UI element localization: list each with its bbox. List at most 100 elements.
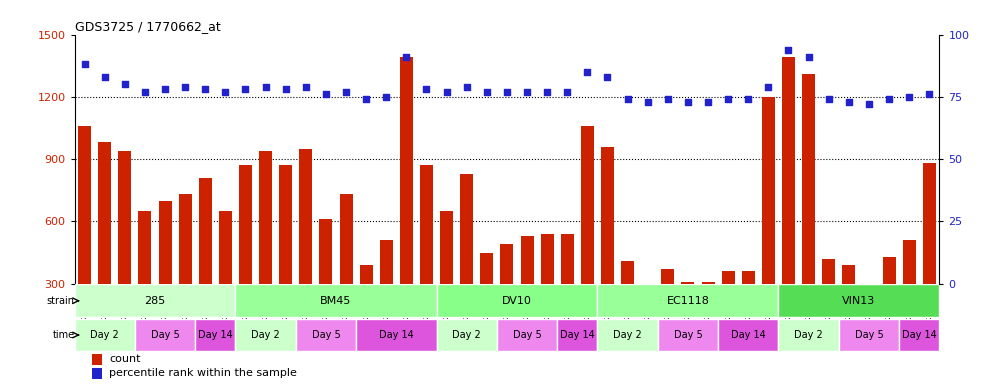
Bar [400,57,413,346]
Point [760,84,776,90]
Bar [440,211,453,346]
Point [479,89,495,95]
Bar [199,178,212,346]
Bar [118,151,131,346]
Bar [296,319,356,351]
Text: Day 14: Day 14 [379,330,414,340]
Point [539,89,555,95]
Bar [91,354,102,365]
Point [379,94,395,100]
Bar [460,174,473,346]
Bar [863,288,876,346]
Point [499,89,515,95]
Point [881,96,897,103]
Bar [903,240,915,346]
Point [177,84,193,90]
Bar [75,319,135,351]
Bar [138,211,151,346]
Text: Day 14: Day 14 [198,330,233,340]
Point [298,84,314,90]
Point [338,89,354,95]
Bar [239,166,252,346]
Bar [419,166,433,346]
Text: strain: strain [47,296,75,306]
Bar [900,319,939,351]
Bar [722,271,735,346]
Bar [79,126,91,346]
Point [96,74,112,80]
Bar [641,284,654,346]
Point [318,91,334,98]
Bar [842,265,856,346]
Bar [436,319,497,351]
Text: Day 14: Day 14 [731,330,765,340]
Text: Day 2: Day 2 [452,330,481,340]
Point [800,54,816,60]
Bar [839,319,900,351]
Bar [802,74,815,346]
Point [721,96,737,103]
Bar [135,319,195,351]
Point [117,81,133,88]
Point [198,86,214,93]
Point [640,99,656,105]
Text: Day 5: Day 5 [151,330,180,340]
Point [157,86,173,93]
Point [358,96,374,103]
Bar [561,234,574,346]
Bar [558,319,597,351]
Text: Day 2: Day 2 [251,330,280,340]
Bar [319,219,332,346]
Bar [822,259,835,346]
Bar [658,319,718,351]
Bar [597,284,778,317]
Point [921,91,937,98]
Text: Day 2: Day 2 [794,330,823,340]
Bar [702,281,715,346]
Bar [279,166,292,346]
Point [680,99,696,105]
Bar [621,261,634,346]
Point [821,96,837,103]
Text: time: time [53,330,75,340]
Point [660,96,676,103]
Point [418,86,434,93]
Bar [500,244,514,346]
Bar [661,269,674,346]
Bar [91,368,102,379]
Bar [922,163,935,346]
Bar [75,284,236,317]
Point [902,94,917,100]
Bar [601,147,614,346]
Text: 285: 285 [144,296,166,306]
Bar [782,57,795,346]
Point [257,84,273,90]
Text: EC1118: EC1118 [667,296,710,306]
Text: DV10: DV10 [502,296,532,306]
Bar [521,236,534,346]
Bar [380,240,393,346]
Text: Day 5: Day 5 [674,330,703,340]
Bar [195,319,236,351]
Bar [778,319,839,351]
Text: GDS3725 / 1770662_at: GDS3725 / 1770662_at [75,20,221,33]
Text: Day 2: Day 2 [613,330,642,340]
Bar [259,151,272,346]
Point [218,89,234,95]
Text: BM45: BM45 [320,296,352,306]
Point [137,89,153,95]
Point [560,89,576,95]
Text: count: count [109,354,140,364]
Bar [236,284,436,317]
Bar [597,319,658,351]
Point [741,96,756,103]
Point [277,86,293,93]
Point [861,101,877,108]
Bar [718,319,778,351]
Text: percentile rank within the sample: percentile rank within the sample [109,368,297,379]
Text: Day 14: Day 14 [902,330,936,340]
Bar [299,149,312,346]
Text: Day 5: Day 5 [513,330,542,340]
Point [519,89,535,95]
Text: VIN13: VIN13 [842,296,876,306]
